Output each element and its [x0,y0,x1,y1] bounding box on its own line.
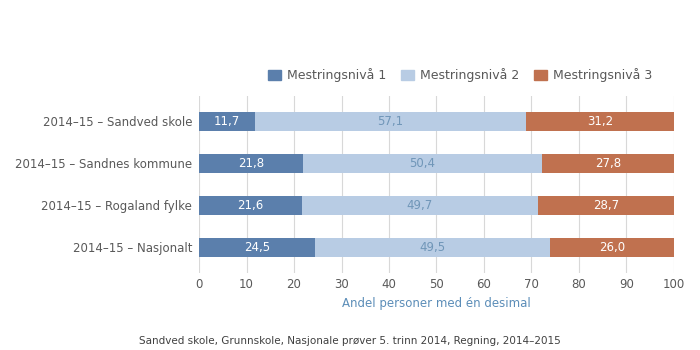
Text: 11,7: 11,7 [214,115,240,128]
Bar [302,196,538,215]
Text: 57,1: 57,1 [377,115,403,128]
Bar [542,154,674,173]
Text: 27,8: 27,8 [595,157,621,170]
Bar [255,112,526,131]
Text: 21,6: 21,6 [237,199,263,212]
Text: 50,4: 50,4 [410,157,435,170]
Bar [199,196,302,215]
Text: 26,0: 26,0 [599,241,625,254]
Bar [316,238,550,257]
Text: 24,5: 24,5 [244,241,270,254]
Bar [538,196,674,215]
Text: 49,7: 49,7 [407,199,433,212]
Bar [526,112,674,131]
Bar [199,154,302,173]
Text: 21,8: 21,8 [238,157,264,170]
Text: 49,5: 49,5 [420,241,446,254]
Bar [302,154,542,173]
Legend: Mestringsnivå 1, Mestringsnivå 2, Mestringsnivå 3: Mestringsnivå 1, Mestringsnivå 2, Mestri… [263,63,657,88]
Bar [199,112,255,131]
X-axis label: Andel personer med én desimal: Andel personer med én desimal [342,298,531,310]
Bar [199,238,316,257]
Text: 28,7: 28,7 [593,199,619,212]
Bar [550,238,674,257]
Text: 31,2: 31,2 [587,115,613,128]
Text: Sandved skole, Grunnskole, Nasjonale prøver 5. trinn 2014, Regning, 2014–2015: Sandved skole, Grunnskole, Nasjonale prø… [139,336,561,346]
